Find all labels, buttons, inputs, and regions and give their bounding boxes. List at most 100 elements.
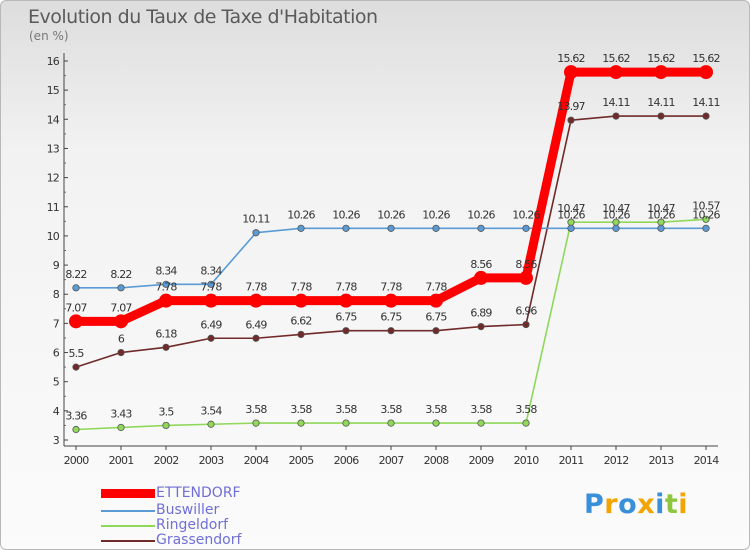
data-label: 5.5 xyxy=(68,347,84,360)
data-point xyxy=(702,215,710,223)
y-tick-label: 3 xyxy=(53,434,60,447)
data-label: 10.26 xyxy=(602,208,630,221)
series-grassendorf xyxy=(72,112,710,371)
legend-swatch xyxy=(101,524,155,527)
x-tick-label: 2009 xyxy=(469,454,495,467)
y-tick-label: 15 xyxy=(47,84,60,97)
data-label: 10.11 xyxy=(242,213,270,226)
data-point xyxy=(294,293,308,308)
data-point xyxy=(474,270,488,285)
legend-item-grassendorf: Grassendorf xyxy=(101,533,241,548)
x-tick-label: 2001 xyxy=(109,454,134,467)
legend-item-buswiller: Buswiller xyxy=(101,503,219,518)
data-label: 3.58 xyxy=(335,403,357,416)
data-point xyxy=(612,112,620,120)
data-label: 6.75 xyxy=(335,311,357,324)
data-point xyxy=(72,425,80,434)
series-line xyxy=(75,218,707,431)
data-label: 7.07 xyxy=(65,301,87,314)
data-label: 3.58 xyxy=(470,403,492,416)
data-label: 8.22 xyxy=(65,268,86,281)
data-point xyxy=(522,320,530,329)
proxiti-logo: Proxiti xyxy=(584,489,688,520)
data-point xyxy=(477,322,485,331)
data-point xyxy=(117,284,125,292)
legend-label: ETTENDORF xyxy=(156,485,241,501)
data-point xyxy=(432,224,440,232)
data-point xyxy=(117,423,125,432)
x-tick-label: 2007 xyxy=(379,454,405,467)
data-label: 8.34 xyxy=(200,264,222,277)
data-point xyxy=(72,363,80,371)
y-tick-label: 5 xyxy=(53,376,60,389)
data-label: 7.78 xyxy=(290,281,312,294)
data-point xyxy=(252,334,260,342)
data-point xyxy=(387,327,395,335)
legend-item-ettendorf: ETTENDORF xyxy=(101,486,241,501)
data-label: 10.47 xyxy=(602,202,630,215)
data-point xyxy=(564,65,578,80)
data-point xyxy=(519,270,533,285)
data-point xyxy=(297,330,305,339)
data-point xyxy=(384,293,398,308)
data-label: 8.22 xyxy=(110,268,131,281)
data-point xyxy=(612,224,620,232)
data-label: 3.58 xyxy=(380,403,402,416)
data-point xyxy=(657,224,665,232)
data-point xyxy=(702,112,710,120)
data-label: 10.26 xyxy=(692,208,720,221)
data-point xyxy=(114,314,128,329)
data-point xyxy=(162,421,170,430)
data-label: 8.34 xyxy=(155,264,177,277)
data-point xyxy=(609,65,623,80)
y-tick-label: 10 xyxy=(47,230,60,243)
data-label: 3.58 xyxy=(425,403,447,416)
data-label: 15.62 xyxy=(692,52,720,65)
series-ettendorf xyxy=(69,65,713,329)
data-point xyxy=(69,314,83,329)
y-tick-label: 13 xyxy=(47,142,60,155)
data-label: 6 xyxy=(118,333,125,346)
data-point xyxy=(207,420,215,428)
data-label: 10.26 xyxy=(467,208,495,221)
data-label: 6.62 xyxy=(290,314,311,327)
data-label: 7.78 xyxy=(200,281,222,294)
legend-label: Ringeldorf xyxy=(156,517,229,533)
y-tick-label: 7 xyxy=(53,317,60,330)
y-tick-label: 11 xyxy=(47,201,59,214)
data-label: 3.58 xyxy=(245,403,267,416)
data-label: 7.78 xyxy=(335,281,357,294)
data-point xyxy=(522,419,530,427)
data-label: 10.47 xyxy=(647,202,675,215)
logo-letter: i xyxy=(655,489,665,520)
data-label: 6.49 xyxy=(200,318,222,331)
data-label: 13.97 xyxy=(557,100,585,113)
data-label: 6.49 xyxy=(245,318,267,331)
data-label: 6.75 xyxy=(380,311,402,324)
data-label: 10.26 xyxy=(647,208,675,221)
y-tick-label: 14 xyxy=(47,113,60,126)
series-ringeldorf xyxy=(72,215,710,434)
data-point xyxy=(342,419,350,427)
x-tick-label: 2012 xyxy=(604,454,629,467)
data-point xyxy=(429,293,443,308)
legend-item-ringeldorf: Ringeldorf xyxy=(101,518,228,533)
data-label: 3.5 xyxy=(158,405,174,418)
data-point xyxy=(477,419,485,427)
data-point xyxy=(339,293,353,308)
data-label: 10.26 xyxy=(512,208,540,221)
chart-unit-label: (en %) xyxy=(29,29,69,43)
x-tick-label: 2005 xyxy=(289,454,315,467)
data-point xyxy=(432,327,440,335)
data-point xyxy=(522,224,530,232)
legend-swatch xyxy=(101,539,155,542)
data-label: 10.26 xyxy=(287,208,315,221)
logo-letter: o xyxy=(618,489,638,520)
data-point xyxy=(657,112,665,120)
data-label: 8.56 xyxy=(515,258,537,271)
data-point xyxy=(249,293,263,308)
legend-label: Buswiller xyxy=(156,502,220,518)
y-tick-label: 4 xyxy=(53,405,60,418)
data-label: 6.18 xyxy=(155,327,177,340)
data-label: 6.89 xyxy=(470,307,492,320)
